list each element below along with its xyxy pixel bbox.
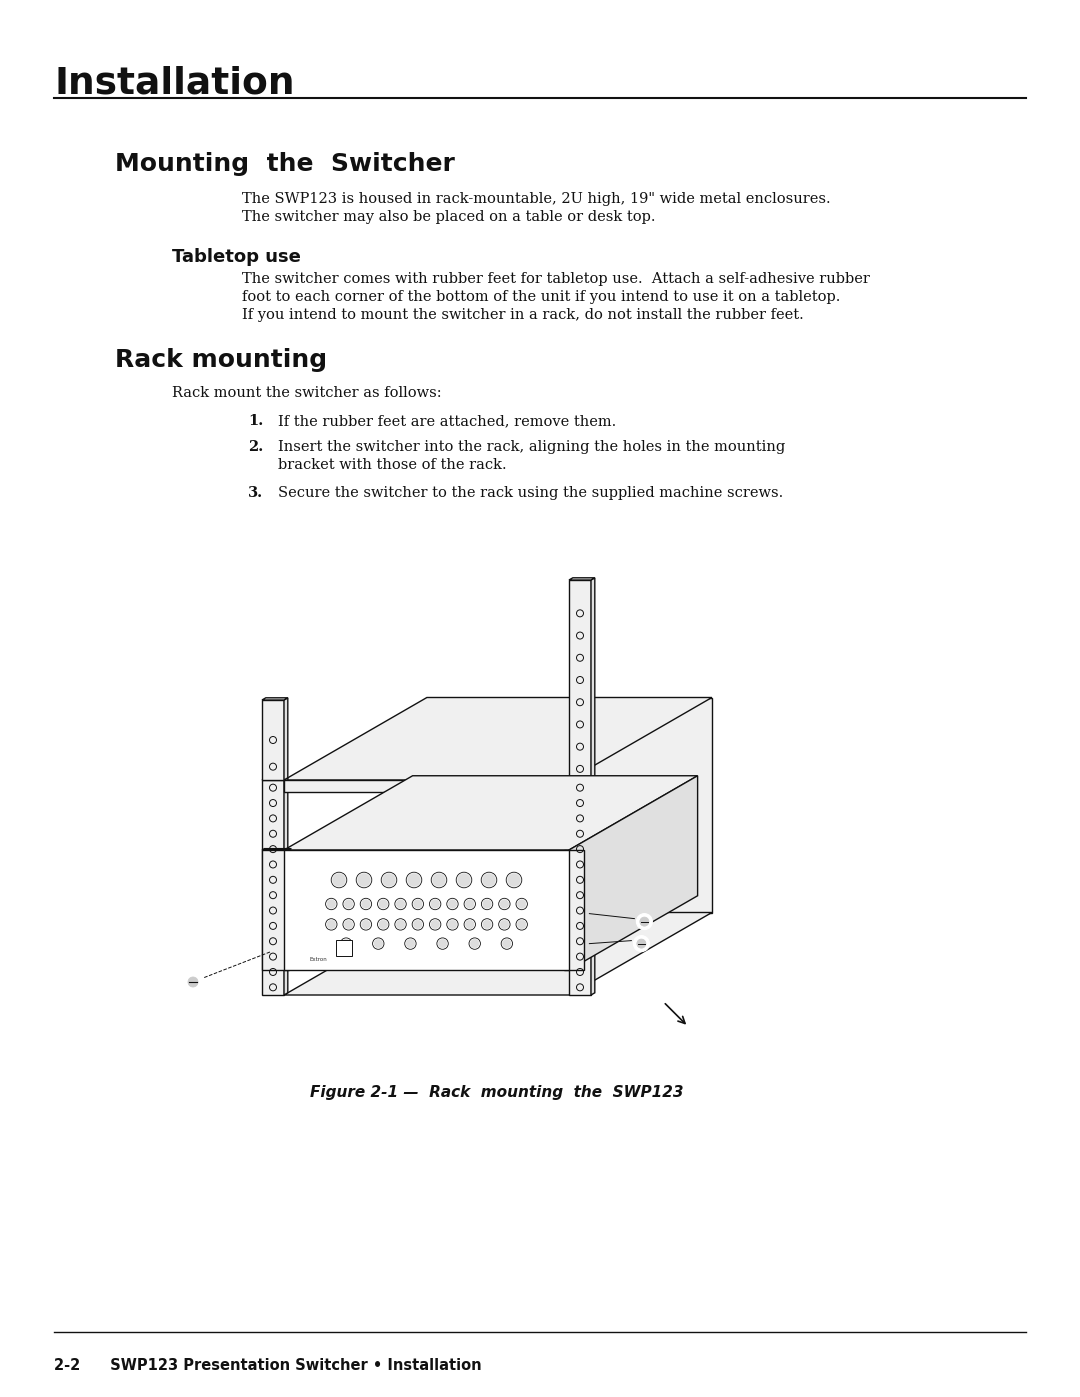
Polygon shape xyxy=(569,578,595,580)
Text: Secure the switcher to the rack using the supplied machine screws.: Secure the switcher to the rack using th… xyxy=(278,486,783,500)
Text: foot to each corner of the bottom of the unit if you intend to use it on a table: foot to each corner of the bottom of the… xyxy=(242,291,840,305)
Circle shape xyxy=(465,900,474,908)
Polygon shape xyxy=(262,780,284,995)
Polygon shape xyxy=(569,580,591,995)
Circle shape xyxy=(483,873,496,886)
Circle shape xyxy=(448,900,457,908)
Circle shape xyxy=(379,900,388,908)
Circle shape xyxy=(448,921,457,929)
Circle shape xyxy=(517,900,526,908)
Circle shape xyxy=(333,873,346,886)
Circle shape xyxy=(431,921,440,929)
Text: 3.: 3. xyxy=(248,486,264,500)
Polygon shape xyxy=(262,778,287,780)
Polygon shape xyxy=(262,697,287,700)
Polygon shape xyxy=(284,697,287,780)
Text: Tabletop use: Tabletop use xyxy=(172,249,301,265)
Circle shape xyxy=(408,873,420,886)
Circle shape xyxy=(465,921,474,929)
Polygon shape xyxy=(569,775,698,970)
Polygon shape xyxy=(591,578,595,995)
Polygon shape xyxy=(427,697,712,912)
Polygon shape xyxy=(284,697,712,780)
Polygon shape xyxy=(262,849,289,970)
Circle shape xyxy=(327,921,336,929)
Circle shape xyxy=(396,900,405,908)
Circle shape xyxy=(406,939,415,947)
Text: If you intend to mount the switcher in a rack, do not install the rubber feet.: If you intend to mount the switcher in a… xyxy=(242,307,804,321)
Circle shape xyxy=(327,900,336,908)
Circle shape xyxy=(433,873,445,886)
Circle shape xyxy=(483,900,491,908)
Circle shape xyxy=(483,921,491,929)
Text: 2.: 2. xyxy=(248,440,264,454)
Polygon shape xyxy=(284,912,712,995)
Circle shape xyxy=(184,972,202,990)
Polygon shape xyxy=(284,778,287,995)
Circle shape xyxy=(414,921,422,929)
Text: 1.: 1. xyxy=(248,414,264,427)
Text: 2-2    SWP123 Presentation Switcher • Installation: 2-2 SWP123 Presentation Switcher • Insta… xyxy=(54,1358,482,1373)
Circle shape xyxy=(382,873,395,886)
Text: Insert the switcher into the rack, aligning the holes in the mounting: Insert the switcher into the rack, align… xyxy=(278,440,785,454)
Text: If the rubber feet are attached, remove them.: If the rubber feet are attached, remove … xyxy=(278,414,617,427)
Polygon shape xyxy=(284,775,698,849)
Text: Rack mounting: Rack mounting xyxy=(114,348,327,372)
Circle shape xyxy=(379,921,388,929)
Circle shape xyxy=(357,873,370,886)
Circle shape xyxy=(188,977,198,988)
Text: The switcher comes with rubber feet for tabletop use.  Attach a self-adhesive ru: The switcher comes with rubber feet for … xyxy=(242,272,869,286)
Polygon shape xyxy=(284,780,569,792)
Text: Installation: Installation xyxy=(54,66,295,102)
Circle shape xyxy=(500,921,509,929)
Circle shape xyxy=(438,939,447,947)
Circle shape xyxy=(508,873,521,886)
Text: Mounting  the  Switcher: Mounting the Switcher xyxy=(114,152,455,176)
Circle shape xyxy=(362,921,370,929)
Text: Rack mount the switcher as follows:: Rack mount the switcher as follows: xyxy=(172,386,442,400)
Circle shape xyxy=(636,914,652,929)
Text: Extron: Extron xyxy=(309,957,327,963)
Circle shape xyxy=(471,939,478,947)
Circle shape xyxy=(500,900,509,908)
Text: Figure 2-1 —  Rack  mounting  the  SWP123: Figure 2-1 — Rack mounting the SWP123 xyxy=(310,1085,684,1099)
Circle shape xyxy=(345,921,353,929)
Circle shape xyxy=(502,939,511,947)
Text: bracket with those of the rack.: bracket with those of the rack. xyxy=(278,458,507,472)
Text: The switcher may also be placed on a table or desk top.: The switcher may also be placed on a tab… xyxy=(242,210,656,224)
Circle shape xyxy=(374,939,382,947)
Circle shape xyxy=(362,900,370,908)
Circle shape xyxy=(345,900,353,908)
Circle shape xyxy=(414,900,422,908)
Circle shape xyxy=(431,900,440,908)
Circle shape xyxy=(342,939,350,947)
Circle shape xyxy=(458,873,470,886)
Polygon shape xyxy=(564,849,584,970)
Circle shape xyxy=(639,916,649,926)
Polygon shape xyxy=(284,849,569,970)
Polygon shape xyxy=(262,700,284,780)
Bar xyxy=(336,940,352,957)
Circle shape xyxy=(633,936,649,951)
Circle shape xyxy=(517,921,526,929)
Circle shape xyxy=(637,939,646,949)
Circle shape xyxy=(396,921,405,929)
Text: The SWP123 is housed in rack-mountable, 2U high, 19" wide metal enclosures.: The SWP123 is housed in rack-mountable, … xyxy=(242,191,831,205)
